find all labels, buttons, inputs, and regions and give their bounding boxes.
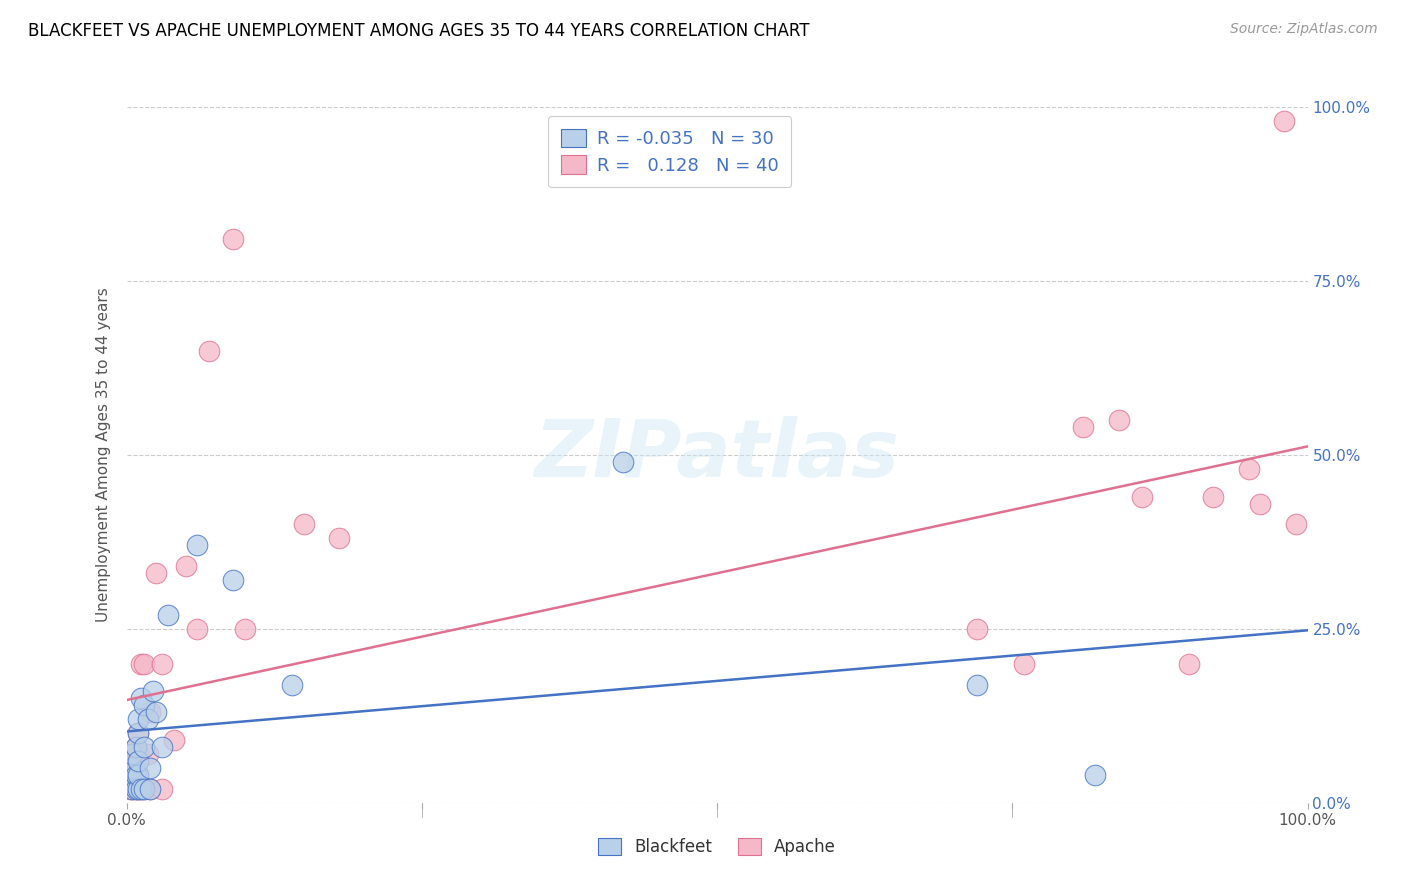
Point (121, 754, 143, 768)
Point (134, 657, 156, 671)
Point (121, 781, 143, 796)
Point (1272, 114, 1295, 128)
Text: BLACKFEET VS APACHE UNEMPLOYMENT AMONG AGES 35 TO 44 YEARS CORRELATION CHART: BLACKFEET VS APACHE UNEMPLOYMENT AMONG A… (28, 22, 810, 40)
Point (145, 566, 167, 581)
Point (129, 781, 152, 796)
Point (222, 573, 245, 587)
Point (328, 532, 350, 546)
Point (1178, 657, 1201, 671)
Text: ZIPatlas: ZIPatlas (534, 416, 900, 494)
Point (1071, 420, 1094, 434)
Point (186, 538, 208, 552)
Point (120, 781, 142, 796)
Point (127, 726, 149, 740)
Point (966, 622, 988, 636)
Point (292, 517, 315, 532)
Point (222, 232, 245, 246)
Text: Source: ZipAtlas.com: Source: ZipAtlas.com (1230, 22, 1378, 37)
Point (127, 726, 149, 740)
Point (121, 768, 143, 782)
Point (129, 657, 152, 671)
Point (139, 761, 162, 775)
Point (136, 712, 159, 726)
Point (125, 781, 148, 796)
Point (150, 740, 173, 755)
Point (186, 622, 208, 636)
Point (233, 622, 256, 636)
Point (127, 754, 149, 768)
Point (127, 712, 149, 726)
Point (125, 761, 148, 775)
Point (145, 706, 167, 720)
Point (125, 768, 148, 782)
Point (139, 781, 162, 796)
Point (1249, 497, 1271, 511)
Y-axis label: Unemployment Among Ages 35 to 44 years: Unemployment Among Ages 35 to 44 years (96, 287, 111, 623)
Point (1012, 657, 1035, 671)
Point (121, 781, 143, 796)
Point (612, 455, 634, 469)
Legend: Blackfeet, Apache: Blackfeet, Apache (589, 830, 845, 864)
Point (163, 733, 186, 747)
Point (127, 781, 149, 796)
Point (1285, 517, 1308, 532)
Point (198, 343, 221, 358)
Point (1130, 490, 1153, 504)
Point (966, 677, 988, 691)
Point (134, 740, 156, 755)
Point (125, 781, 148, 796)
Point (139, 781, 162, 796)
Point (1202, 490, 1225, 504)
Point (127, 781, 149, 796)
Point (127, 768, 149, 782)
Point (125, 740, 148, 755)
Point (156, 607, 179, 622)
Point (139, 706, 162, 720)
Point (1237, 462, 1260, 476)
Point (150, 781, 173, 796)
Point (281, 677, 304, 691)
Point (134, 781, 156, 796)
Point (127, 768, 149, 782)
Point (134, 781, 156, 796)
Point (129, 691, 152, 706)
Point (1084, 768, 1107, 782)
Point (141, 684, 163, 698)
Point (174, 559, 197, 574)
Point (134, 698, 156, 713)
Point (121, 747, 143, 761)
Point (150, 657, 173, 671)
Point (121, 775, 143, 789)
Point (136, 747, 159, 761)
Point (1108, 413, 1130, 427)
Point (125, 740, 148, 755)
Point (129, 781, 152, 796)
Point (121, 761, 143, 775)
Point (127, 747, 149, 761)
